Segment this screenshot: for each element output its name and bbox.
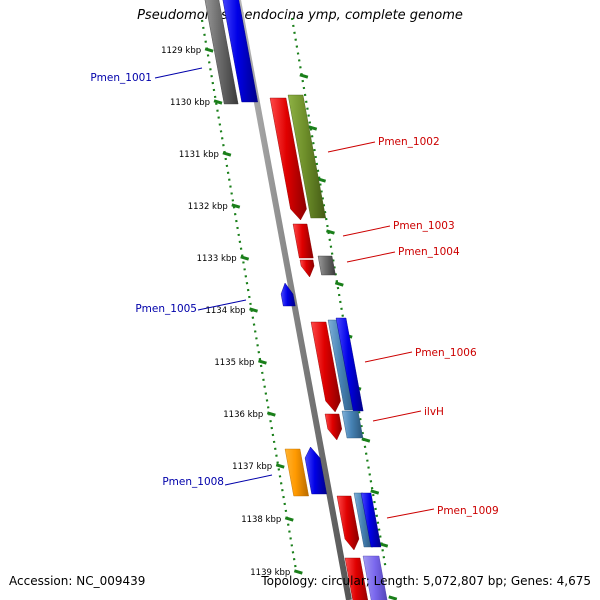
- tick-mark-right: [334, 281, 344, 287]
- tick-mark-left: [231, 203, 241, 209]
- tick-label: 1138 kbp: [241, 515, 281, 525]
- tick-mark-left: [258, 359, 267, 365]
- tick-mark-left: [266, 411, 276, 417]
- tick-mark-left: [284, 516, 294, 522]
- tick-label: 1136 kbp: [223, 410, 263, 420]
- gene-block-pmen-1004: [317, 255, 336, 276]
- tick-mark-left: [240, 255, 250, 261]
- gene-leader-line: [386, 508, 435, 519]
- gene-label: ilvH: [424, 406, 444, 418]
- gene-block-ilvh: [341, 410, 364, 439]
- tick-label: 1133 kbp: [197, 254, 237, 264]
- tick-label: 1131 kbp: [179, 150, 219, 160]
- gene-leader-line: [154, 67, 203, 79]
- gene-label: Pmen_1005: [135, 303, 197, 315]
- gene-label: Pmen_1009: [437, 505, 499, 517]
- gene-label: Pmen_1008: [162, 476, 224, 488]
- gene-label: Pmen_1002: [378, 136, 440, 148]
- tick-label: 1132 kbp: [188, 202, 228, 212]
- tick-label: 1130 kbp: [170, 98, 210, 108]
- tick-mark-left: [293, 569, 303, 575]
- tick-label: 1137 kbp: [232, 462, 272, 472]
- tick-label: 1135 kbp: [214, 358, 254, 368]
- gene-leader-line: [372, 410, 422, 422]
- gene-block-red-1: [269, 97, 307, 221]
- tick-mark-right: [379, 542, 389, 548]
- tick-mark-right: [317, 177, 327, 183]
- gene-block-red-3: [336, 495, 360, 551]
- tick-label: 1134 kbp: [205, 306, 245, 316]
- tick-label: 1139 kbp: [250, 568, 290, 578]
- tick-mark-right: [361, 437, 371, 443]
- left-tick-track: [200, 19, 298, 571]
- tick-mark-right: [388, 595, 398, 600]
- gene-block-pmen-1001: [222, 0, 258, 103]
- tick-mark-right: [326, 229, 335, 235]
- gene-block-pmen-1006: [310, 321, 341, 413]
- tick-mark-left: [213, 99, 223, 105]
- tick-mark-right: [308, 125, 318, 131]
- gene-block-gray-top: [204, 0, 239, 105]
- gene-label: Pmen_1004: [398, 246, 460, 258]
- gene-label: Pmen_1006: [415, 347, 477, 359]
- tick-mark-left: [222, 151, 232, 157]
- tick-mark-left: [275, 463, 285, 469]
- gene-block-pmen-1009: [360, 492, 382, 548]
- gene-label: Pmen_1001: [90, 72, 152, 84]
- gene-leader-line: [197, 299, 247, 311]
- tick-mark-left: [204, 47, 214, 53]
- gene-block-orange: [284, 448, 309, 497]
- gene-leader-line: [364, 351, 413, 363]
- tick-mark-right: [299, 73, 309, 79]
- gene-block-purple-bottom: [362, 555, 388, 600]
- tick-mark-left: [249, 307, 258, 313]
- genome-summary-text: Topology: circular; Length: 5,072,807 bp…: [261, 574, 591, 588]
- tick-label: 1129 kbp: [161, 46, 201, 56]
- gene-label: Pmen_1003: [393, 220, 455, 232]
- gene-block-blue-1: [335, 317, 364, 412]
- gene-block-red-small: [299, 259, 315, 278]
- gene-block-pmen-1008: [304, 446, 327, 495]
- gene-block-pmen-1003: [292, 223, 314, 259]
- gene-block-pmen-1002: [287, 94, 326, 219]
- gene-block-red-2: [324, 413, 342, 441]
- accession-text: Accession: NC_009439: [9, 574, 146, 588]
- gene-leader-line: [327, 141, 376, 153]
- gene-block-pmen-1005: [280, 282, 296, 307]
- gene-leader-line: [342, 225, 391, 237]
- gene-block-red-bottom: [344, 557, 368, 600]
- tick-mark-right: [370, 489, 380, 495]
- gene-leader-line: [346, 251, 396, 263]
- gene-leader-line: [224, 474, 273, 486]
